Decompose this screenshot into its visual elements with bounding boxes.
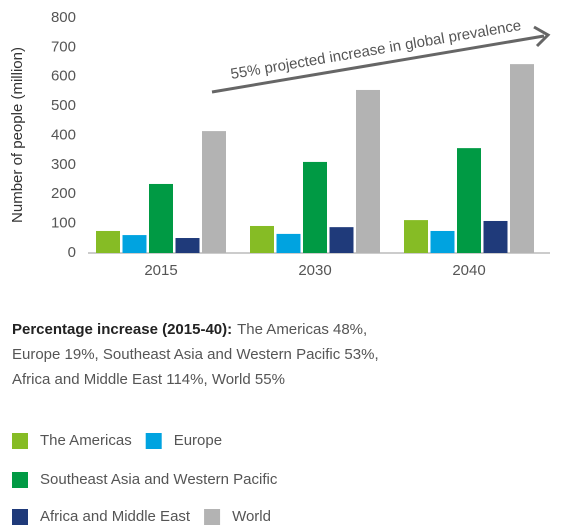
bar	[149, 183, 173, 253]
bar	[483, 220, 508, 253]
note-line: Percentage increase (2015-40): The Americ…	[12, 321, 367, 338]
legend-label: Africa and Middle East	[40, 508, 191, 525]
bar	[303, 161, 327, 253]
note-title: Percentage increase (2015-40):	[12, 321, 232, 338]
y-axis-label: Number of people (million)	[9, 47, 26, 223]
y-tick-label: 600	[51, 68, 76, 85]
bar	[404, 220, 428, 253]
bar	[202, 131, 226, 253]
legend-label: The Americas	[40, 432, 132, 449]
annotation-arrow	[211, 34, 545, 94]
legend-swatch	[12, 433, 28, 449]
bar	[122, 235, 147, 253]
note-line: Europe 19%, Southeast Asia and Western P…	[12, 346, 379, 363]
bar	[175, 238, 200, 253]
bar	[96, 230, 120, 253]
y-tick-label: 800	[51, 9, 76, 26]
bar	[430, 230, 455, 253]
y-tick-label: 700	[51, 38, 76, 55]
bar	[356, 89, 380, 253]
bar	[329, 227, 354, 253]
y-tick-label: 100	[51, 215, 76, 232]
legend-swatch	[145, 433, 162, 449]
bar	[510, 64, 534, 254]
y-tick-label: 300	[51, 156, 76, 173]
y-tick-label: 200	[51, 185, 76, 202]
bar	[457, 148, 481, 253]
x-tick-label: 2030	[298, 262, 331, 279]
arrow-head	[533, 25, 551, 48]
legend-swatch	[204, 509, 221, 525]
annotation: 55% projected increase in global prevale…	[229, 17, 522, 83]
bar	[276, 233, 301, 253]
legend-label: Europe	[174, 432, 222, 449]
y-tick-label: 400	[51, 126, 76, 143]
legend-swatch	[12, 472, 28, 488]
note-text: The Americas 48%,	[237, 321, 367, 338]
legend-label: Southeast Asia and Western Pacific	[40, 471, 278, 488]
y-tick-label: 500	[51, 97, 76, 114]
legend-label: World	[232, 508, 271, 525]
note-line: Africa and Middle East 114%, World 55%	[12, 371, 285, 388]
bar	[250, 225, 274, 253]
legend-swatch	[12, 509, 28, 525]
y-tick-label: 0	[68, 244, 76, 261]
x-tick-label: 2015	[144, 262, 177, 279]
x-tick-label: 2040	[452, 262, 485, 279]
